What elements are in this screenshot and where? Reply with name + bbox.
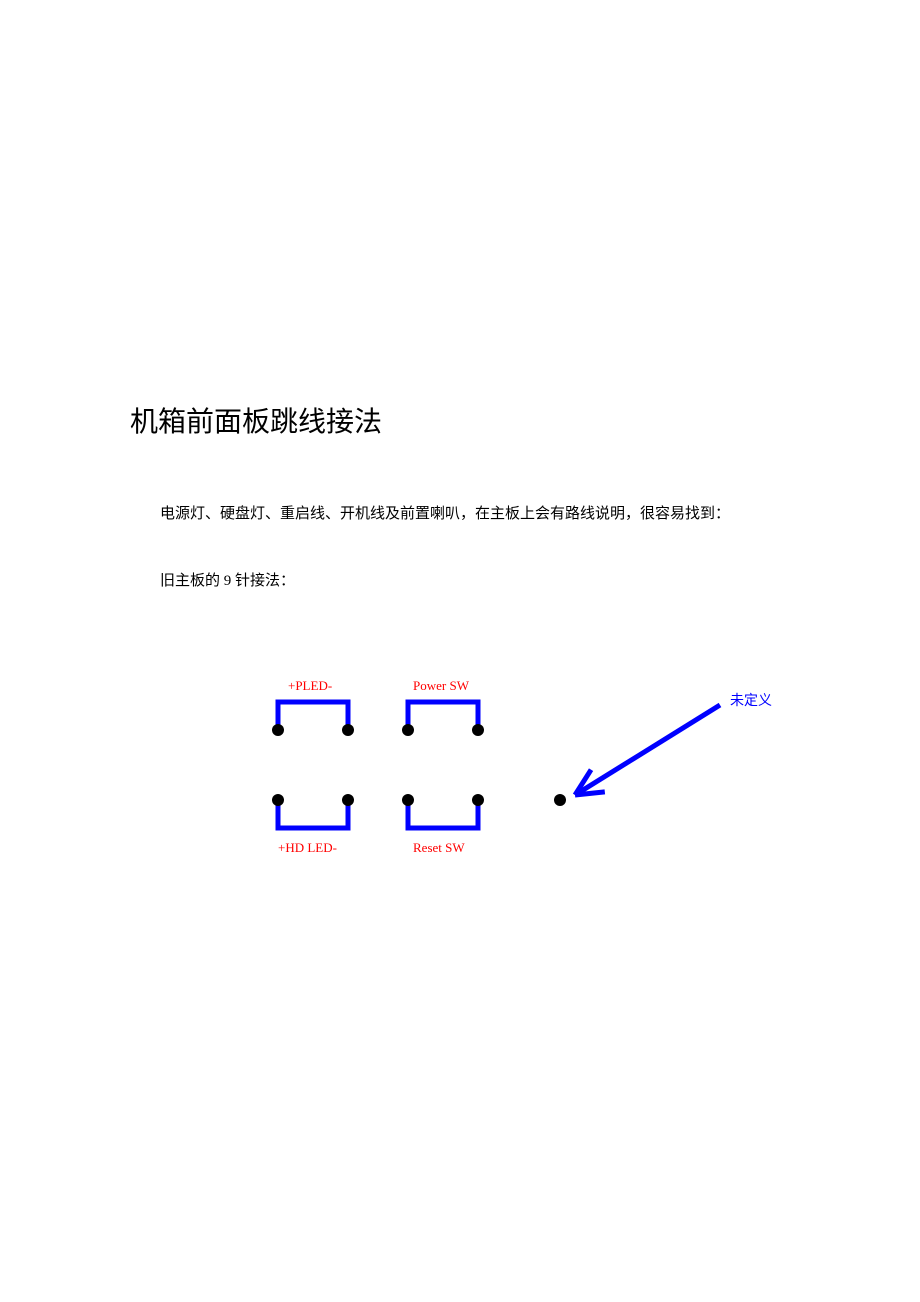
pin-diagram-svg <box>130 660 790 920</box>
label-pled: +PLED- <box>288 678 332 694</box>
label-powersw: Power SW <box>413 678 469 694</box>
pin-diagram: +PLED- Power SW +HD LED- Reset SW 未定义 <box>130 660 790 920</box>
label-hdled: +HD LED- <box>278 840 337 856</box>
subheading: 旧主板的 9 针接法： <box>130 569 790 590</box>
page-title: 机箱前面板跳线接法 <box>130 400 790 440</box>
label-resetsw: Reset SW <box>413 840 465 856</box>
document-page: 机箱前面板跳线接法 电源灯、硬盘灯、重启线、开机线及前置喇叭，在主板上会有路线说… <box>0 0 920 980</box>
intro-paragraph: 电源灯、硬盘灯、重启线、开机线及前置喇叭，在主板上会有路线说明，很容易找到： <box>130 500 790 529</box>
label-undefined: 未定义 <box>730 690 772 710</box>
